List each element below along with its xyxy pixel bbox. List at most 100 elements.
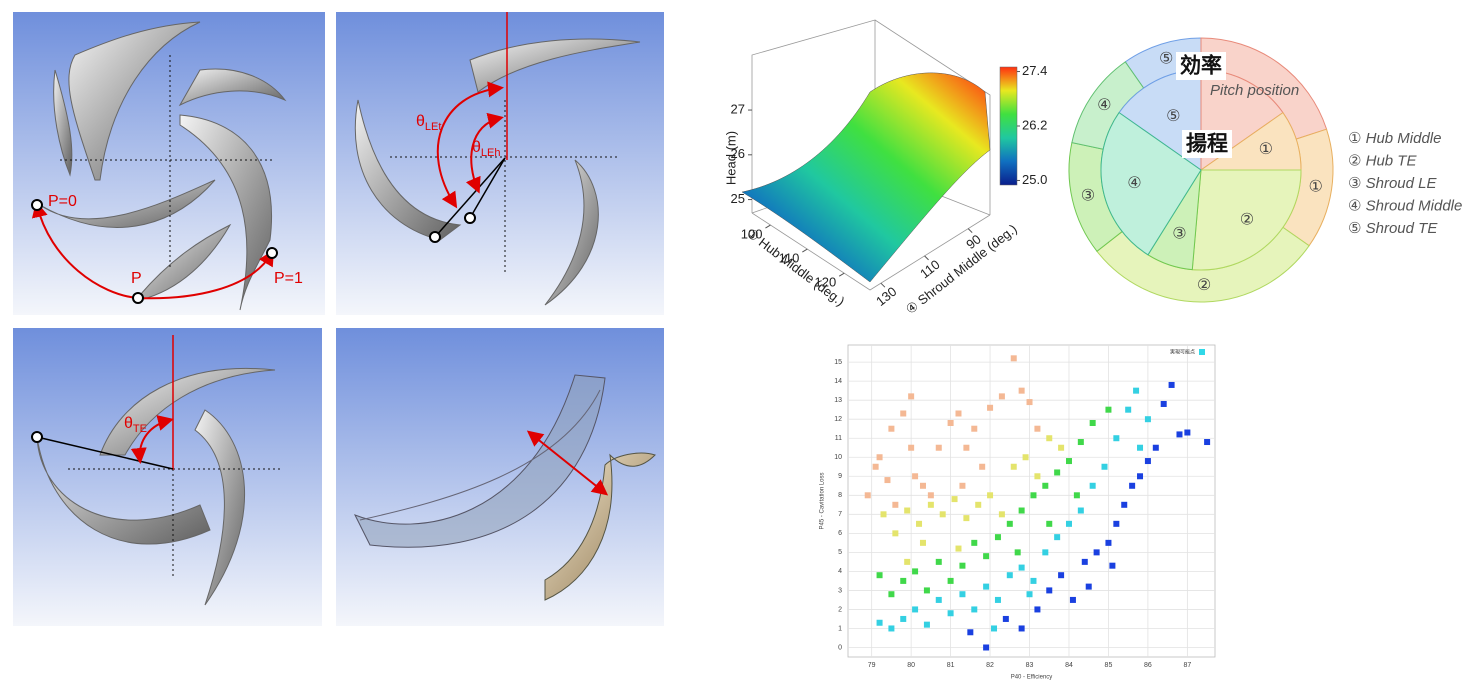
x-tick — [765, 224, 771, 229]
point — [959, 591, 966, 598]
inner-segment — [1191, 169, 1302, 271]
panel-blade-3d — [336, 328, 664, 626]
colorbar — [999, 66, 1018, 186]
point — [1168, 381, 1175, 388]
y-tick — [880, 282, 886, 288]
panel-te: θTE — [13, 328, 322, 626]
theta-label: θTE — [124, 415, 147, 435]
point — [1152, 444, 1159, 451]
angle-arc — [130, 415, 174, 464]
point — [1073, 492, 1080, 499]
point — [916, 520, 923, 527]
point — [971, 425, 978, 432]
point — [1105, 539, 1112, 546]
point — [1113, 435, 1120, 442]
x-tick-label: 83 — [1026, 662, 1034, 669]
point — [919, 482, 926, 489]
point — [900, 615, 907, 622]
point — [967, 629, 974, 636]
point — [1058, 572, 1065, 579]
point — [1089, 482, 1096, 489]
blade — [469, 38, 641, 93]
y-tick — [967, 228, 973, 233]
point — [464, 212, 476, 224]
x-tick-label: 80 — [907, 662, 915, 669]
point — [1176, 431, 1183, 438]
point — [923, 587, 930, 594]
x-tick-label: 120 — [814, 275, 836, 290]
y-tick-label: 6 — [838, 530, 842, 537]
point — [908, 393, 915, 400]
segment-label: ③ — [1172, 226, 1186, 243]
panel-pitch: P=0 P P=1 — [13, 12, 325, 315]
point — [876, 572, 883, 579]
point — [1125, 406, 1132, 413]
point — [1101, 463, 1108, 470]
y-tick-label: 7 — [838, 511, 842, 518]
segment-label: ⑤ — [1159, 51, 1173, 68]
point — [876, 454, 883, 461]
point — [987, 492, 994, 499]
legend-item: ③ Shroud LE — [1348, 175, 1437, 192]
point — [1014, 549, 1021, 556]
point — [1026, 399, 1033, 406]
point — [1006, 520, 1013, 527]
chord-arrow — [526, 430, 609, 496]
point — [935, 558, 942, 565]
x-tick — [838, 272, 845, 277]
point — [900, 410, 907, 417]
blade — [68, 21, 201, 181]
point — [955, 410, 962, 417]
point — [951, 496, 958, 503]
point — [983, 583, 990, 590]
point — [1010, 355, 1017, 362]
point — [880, 511, 887, 518]
blade — [544, 159, 599, 306]
x-tick-label: 82 — [986, 662, 994, 669]
theta: θ — [124, 415, 133, 432]
angle-arc — [436, 81, 504, 209]
point — [1018, 564, 1025, 571]
point — [1034, 473, 1041, 480]
x-tick-label: 81 — [947, 662, 955, 669]
z-tick-label: 26 — [731, 146, 745, 161]
legend-item: ② Hub TE — [1348, 152, 1417, 169]
z-tick-label: 25 — [731, 191, 745, 206]
pitch-label: P=1 — [274, 270, 303, 287]
point — [1160, 400, 1167, 407]
y-tick-label: 8 — [838, 492, 842, 499]
point — [1133, 387, 1140, 394]
point — [955, 545, 962, 552]
point — [959, 482, 966, 489]
point — [1030, 492, 1037, 499]
point — [1058, 444, 1065, 451]
point — [998, 511, 1005, 518]
point — [935, 596, 942, 603]
point — [994, 596, 1001, 603]
point — [1105, 406, 1112, 413]
x-tick-label: 86 — [1144, 662, 1152, 669]
segment-label: ③ — [1081, 187, 1095, 204]
point — [1065, 520, 1072, 527]
surface — [741, 72, 991, 283]
blade — [194, 409, 245, 606]
point — [1137, 444, 1144, 451]
y-tick-label: 3 — [838, 587, 842, 594]
point — [1129, 482, 1136, 489]
pitch-label: P=0 — [48, 193, 77, 210]
x-tick-label: 79 — [868, 662, 876, 669]
box-edge — [751, 212, 991, 291]
legend-swatch — [1199, 349, 1205, 355]
outer-title: 効率 — [1180, 54, 1222, 78]
legend-item: ⑤ Shroud TE — [1348, 220, 1438, 237]
theta: θ — [472, 139, 481, 156]
point — [31, 431, 43, 443]
point — [912, 568, 919, 575]
y-tick-label: 1 — [838, 625, 842, 632]
point — [947, 610, 954, 617]
point — [923, 621, 930, 628]
point — [1042, 549, 1049, 556]
z-axis-label: Head (m) — [723, 131, 738, 185]
